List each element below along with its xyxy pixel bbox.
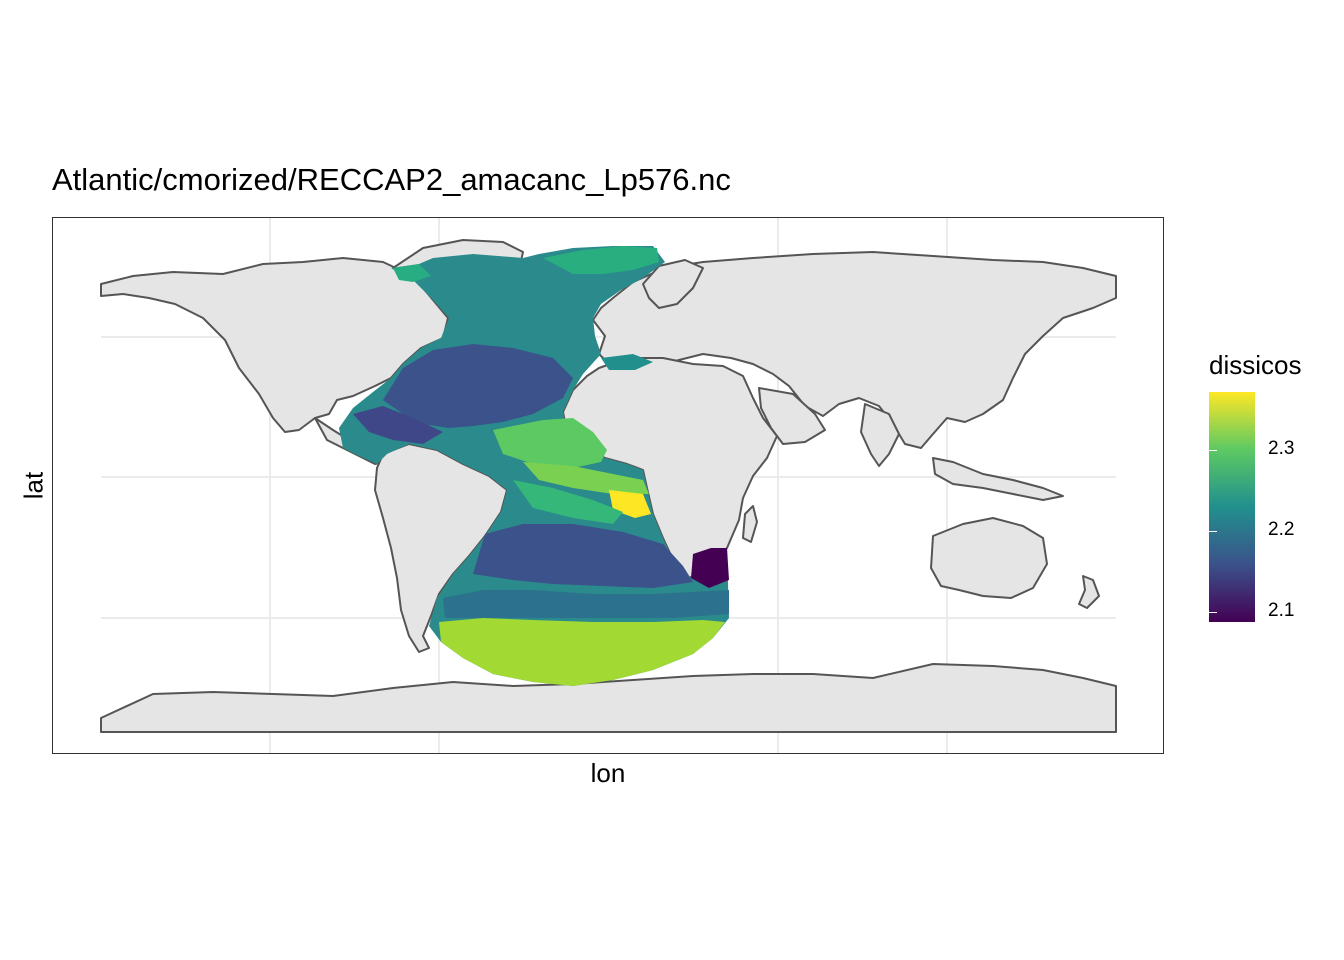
- north-america: [100, 257, 449, 433]
- madagascar: [742, 505, 758, 543]
- scandinavia: [642, 259, 704, 309]
- field-south-tropical: [513, 480, 623, 524]
- legend-tick-mark: [1255, 612, 1263, 613]
- field-equatorial: [523, 462, 649, 494]
- legend-title: dissicos: [1209, 350, 1302, 380]
- field-baffin: [393, 264, 431, 282]
- southeast-asia: [932, 457, 1064, 501]
- field-mediterranean: [601, 354, 653, 370]
- legend-tick-mark: [1209, 450, 1217, 451]
- india: [860, 403, 900, 467]
- legend-tick-mark: [1209, 531, 1217, 532]
- field-southern-ocean-high: [439, 618, 725, 686]
- legend-tick-label: 2.1: [1268, 600, 1295, 621]
- legend-tick-mark: [1255, 531, 1263, 532]
- legend-tick-mark: [1209, 612, 1217, 613]
- dissicos-field: [339, 246, 729, 686]
- legend-tick-label: 2.3: [1268, 438, 1295, 459]
- field-equatorial-north: [493, 418, 607, 468]
- map-panel: [52, 217, 1164, 754]
- australia: [930, 517, 1048, 599]
- y-axis-label: lat: [18, 471, 49, 500]
- legend-tick-label: 2.2: [1268, 519, 1295, 540]
- legend-colorbar: [1209, 392, 1255, 622]
- field-subantarctic: [443, 590, 729, 618]
- field-agulhas-low: [691, 548, 729, 588]
- world-map: [100, 218, 1117, 753]
- field-north-subtropical: [383, 344, 573, 428]
- legend-tick-mark: [1255, 450, 1263, 451]
- map-title: Atlantic/cmorized/RECCAP2_amacanc_Lp576.…: [52, 162, 731, 197]
- field-nordic-seas: [543, 246, 659, 274]
- new-zealand: [1078, 575, 1100, 609]
- field-south-subtropical: [473, 524, 693, 588]
- x-axis-label: lon: [590, 758, 626, 788]
- arabia: [758, 387, 826, 445]
- antarctica: [100, 663, 1117, 733]
- field-caribbean: [353, 406, 443, 444]
